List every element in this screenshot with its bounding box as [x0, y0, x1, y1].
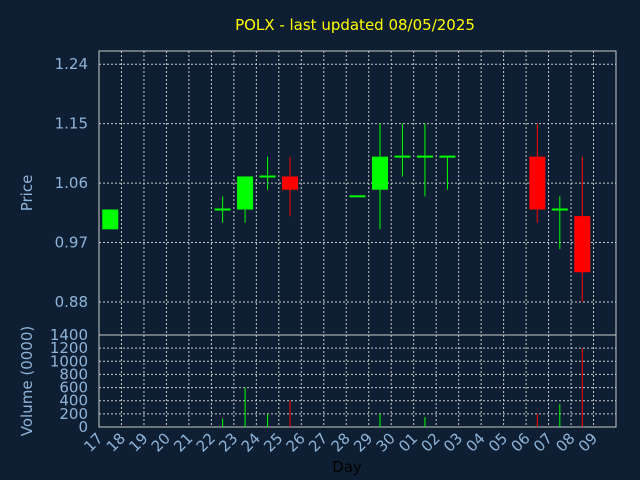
candle-body [102, 209, 119, 230]
x-tick-labels: 1718192021222324252627282930010203040506… [80, 429, 601, 455]
price-tick-labels: 1.24 1.15 1.06 0.97 0.88 [55, 55, 88, 311]
volume-tick-label: 1400 [50, 326, 88, 344]
price-axis-label: Price [18, 175, 36, 212]
volume-tick-label: 0 [78, 418, 88, 436]
price-tick-label: 0.97 [55, 234, 88, 252]
x-axis-label: Day [332, 458, 362, 476]
price-tick-label: 0.88 [55, 293, 88, 311]
candle-body [529, 156, 546, 210]
volume-axis-label: Volume (0000) [18, 326, 36, 436]
volume-tick-label: 400 [59, 392, 88, 410]
volume-plot-frame [98, 334, 617, 428]
volume-tick-label: 200 [59, 405, 88, 423]
price-gridlines [98, 51, 616, 427]
price-tick-label: 1.06 [55, 174, 88, 192]
price-panel: 1.24 1.15 1.06 0.97 0.88 [55, 50, 617, 427]
candles [102, 123, 591, 302]
candle-body [237, 176, 254, 210]
chart-title: POLX - last updated 08/05/2025 [235, 16, 475, 34]
volume-tick-label: 600 [59, 379, 88, 397]
volume-tick-label: 1000 [50, 352, 88, 370]
price-tick-label: 1.24 [55, 55, 88, 73]
volume-tick-label: 800 [59, 365, 88, 383]
price-tick-label: 1.15 [55, 115, 88, 133]
volume-bars [222, 348, 583, 427]
volume-tick-label: 1200 [50, 339, 88, 357]
candle-body [282, 176, 299, 190]
candle-body [574, 216, 591, 273]
candle-body [371, 156, 388, 190]
